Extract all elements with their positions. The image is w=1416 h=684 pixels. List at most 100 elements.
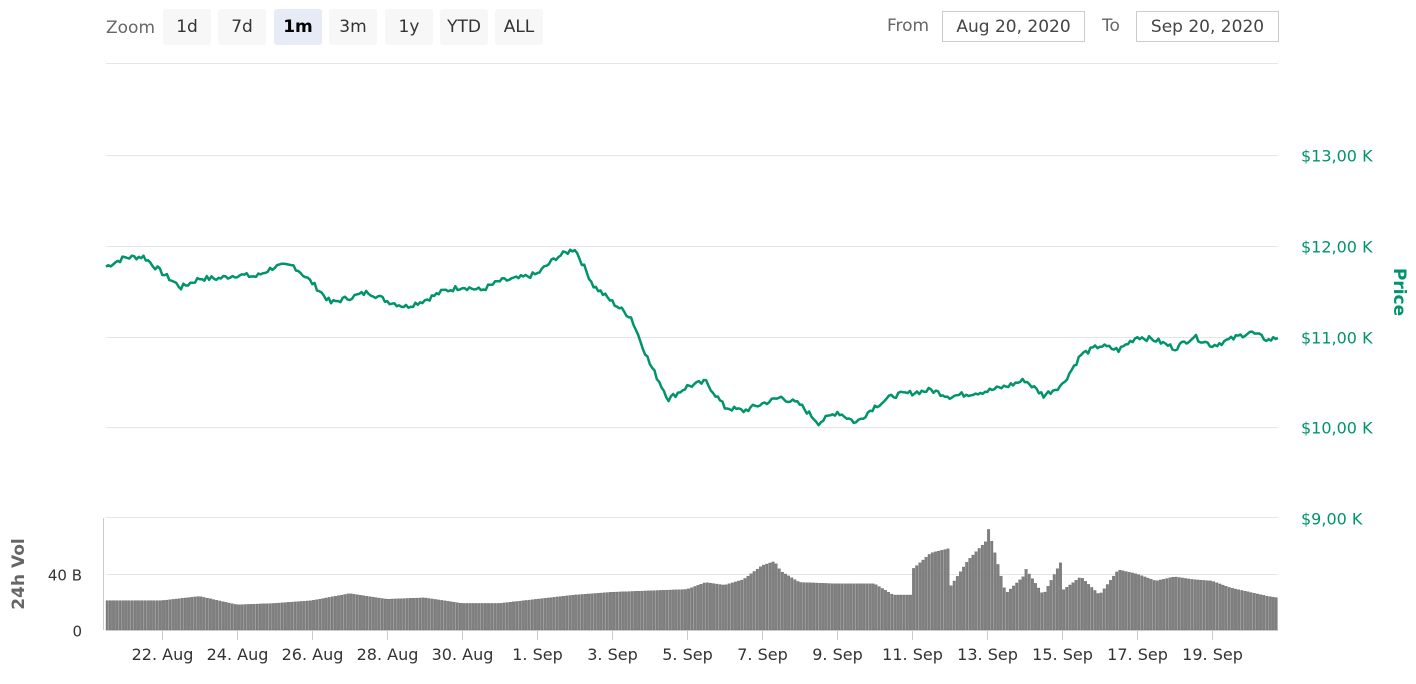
- volume-bar: [515, 601, 519, 631]
- volume-tick-label: 40 B: [48, 567, 82, 585]
- zoom-7d-button[interactable]: 7d: [218, 9, 266, 45]
- range-selector: Zoom 1d 7d 1m 3m 1y YTD ALL From Aug 20,…: [0, 0, 1416, 56]
- zoom-1y-button[interactable]: 1y: [385, 9, 433, 45]
- volume-bar: [1184, 578, 1187, 631]
- volume-bar: [1174, 576, 1178, 631]
- volume-bar: [368, 596, 372, 631]
- volume-bar: [649, 590, 653, 631]
- volume-bar: [727, 583, 731, 631]
- volume-bar: [802, 582, 806, 631]
- x-tick-label: 13. Sep: [957, 645, 1018, 664]
- zoom-ytd-button[interactable]: YTD: [440, 9, 488, 45]
- zoom-1d-button[interactable]: 1d: [163, 9, 211, 45]
- volume-bar: [1034, 583, 1037, 631]
- volume-bar: [1105, 584, 1109, 631]
- volume-bar: [112, 600, 115, 631]
- volume-bar: [1155, 580, 1159, 631]
- volume-bar: [352, 594, 356, 631]
- volume-bar: [377, 597, 381, 631]
- zoom-1m-button[interactable]: 1m: [274, 9, 322, 45]
- volume-bar: [437, 599, 440, 631]
- volume-bar: [577, 594, 581, 631]
- volume-bar: [840, 583, 844, 631]
- volume-bar: [893, 594, 897, 631]
- volume-bar: [896, 594, 900, 631]
- volume-bar: [827, 583, 831, 631]
- volume-bar: [343, 594, 347, 631]
- volume-bar: [158, 600, 162, 631]
- volume-bar: [1027, 573, 1031, 631]
- volume-bar: [487, 603, 490, 631]
- volume-bar: [790, 577, 794, 631]
- volume-bar: [868, 583, 872, 631]
- volume-bar: [752, 571, 756, 631]
- volume-bar: [934, 551, 937, 631]
- volume-bar: [180, 598, 184, 631]
- volume-bar: [118, 600, 122, 631]
- volume-bar: [1090, 587, 1094, 631]
- volume-bar: [221, 601, 225, 631]
- volume-bar: [1215, 582, 1219, 631]
- volume-bar: [227, 602, 231, 631]
- volume-bar: [237, 604, 240, 631]
- volume-bar: [1080, 578, 1084, 631]
- volume-bar: [605, 592, 609, 631]
- volume-bar: [902, 594, 906, 631]
- volume-bar: [887, 592, 891, 631]
- to-date-input[interactable]: Sep 20, 2020: [1136, 11, 1279, 42]
- volume-bar: [596, 593, 600, 631]
- volume-bar: [1162, 579, 1166, 631]
- volume-bar: [921, 559, 925, 631]
- volume-bar: [1024, 569, 1028, 631]
- x-tick-label: 3. Sep: [587, 645, 638, 664]
- volume-bar: [674, 589, 678, 631]
- volume-bar: [927, 554, 931, 631]
- volume-bar: [496, 603, 500, 631]
- volume-bar: [1212, 581, 1216, 631]
- volume-bar: [1115, 571, 1119, 631]
- volume-bar: [518, 600, 522, 631]
- volume-bar: [590, 593, 594, 631]
- volume-bar: [190, 597, 194, 631]
- volume-bar: [249, 604, 253, 631]
- volume-bar: [562, 596, 565, 631]
- volume-bar: [930, 552, 934, 631]
- volume-bar: [890, 593, 894, 631]
- volume-bar: [434, 599, 437, 631]
- grid-lines: [106, 63, 1278, 575]
- volume-bar: [462, 603, 465, 631]
- volume-bar: [243, 604, 247, 631]
- volume-bar: [837, 583, 841, 631]
- volume-bar: [1137, 574, 1141, 631]
- volume-bar: [949, 585, 953, 631]
- volume-bar: [205, 598, 209, 631]
- volume-bar: [552, 597, 556, 631]
- volume-bar: [277, 602, 281, 631]
- price-axis-title: Price: [1389, 268, 1409, 316]
- volume-bar: [1240, 590, 1244, 631]
- volume-bar: [555, 596, 559, 631]
- volume-bar: [630, 591, 634, 631]
- volume-bar: [737, 580, 741, 631]
- volume-bar: [599, 592, 603, 631]
- volume-bar: [971, 554, 975, 631]
- volume-bar: [271, 603, 275, 631]
- x-tick-label: 17. Sep: [1107, 645, 1168, 664]
- zoom-all-button[interactable]: ALL: [495, 9, 543, 45]
- price-series: [105, 248, 1279, 427]
- volume-bar: [812, 582, 816, 631]
- volume-bar: [468, 603, 472, 631]
- volume-bar: [705, 582, 709, 631]
- volume-bar: [512, 601, 515, 631]
- volume-bar: [830, 583, 834, 631]
- volume-bar: [1146, 577, 1150, 631]
- volume-bar: [440, 600, 444, 631]
- volume-bar: [1093, 590, 1097, 631]
- volume-bar: [1074, 580, 1078, 631]
- volume-bar: [346, 593, 350, 631]
- from-date-input[interactable]: Aug 20, 2020: [942, 11, 1085, 42]
- zoom-3m-button[interactable]: 3m: [329, 9, 377, 45]
- volume-bar: [859, 583, 862, 631]
- volume-bar: [1202, 580, 1206, 631]
- volume-bar: [1243, 591, 1247, 631]
